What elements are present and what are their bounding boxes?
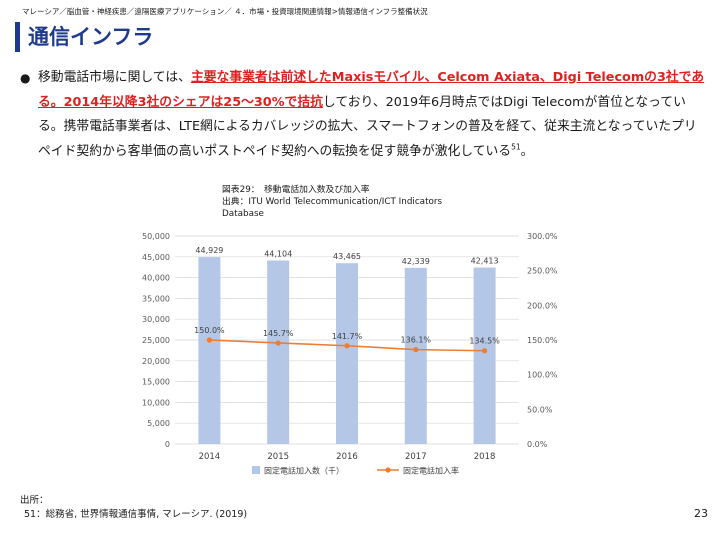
- legend-bar-swatch: [252, 466, 260, 474]
- rate-data-label: 134.5%: [469, 337, 500, 346]
- page-number: 23: [694, 507, 708, 520]
- paragraph-text-2: しており、2019年6月時点ではDigi Telecomが首位となっている。携帯…: [38, 94, 697, 159]
- x-axis-tick-label: 2016: [336, 452, 358, 462]
- bar: [404, 267, 427, 444]
- source-label: 出所：: [20, 495, 49, 506]
- rate-data-label: 141.7%: [332, 332, 363, 341]
- body-paragraph: 移動電話市場に関しては、主要な事業者は前述したMaxisモバイル、Celcom …: [38, 66, 706, 164]
- rate-data-label: 136.1%: [401, 336, 432, 345]
- left-axis-tick-label: 45,000: [142, 253, 170, 262]
- left-axis-tick-label: 5,000: [147, 419, 170, 428]
- figure-source-line1: 出典：ITU World Telecommunication/ICT Indic…: [222, 197, 443, 207]
- figure-title: 図表29： 移動電話加入数及び加入率: [222, 185, 370, 195]
- body-paragraph-block: ● 移動電話市場に関しては、主要な事業者は前述したMaxisモバイル、Celco…: [20, 66, 706, 164]
- bar-data-label: 43,465: [333, 252, 361, 261]
- bullet-icon: ●: [20, 71, 31, 85]
- left-axis-tick-label: 20,000: [142, 357, 170, 366]
- left-axis-tick-label: 35,000: [142, 294, 170, 303]
- footnote-ref: 51: [511, 142, 521, 152]
- left-axis-tick-label: 30,000: [142, 315, 170, 324]
- paragraph-highlight: 主要な事業者は前述したMaxisモバイル、Celcom Axiata、Digi …: [38, 70, 705, 110]
- title-accent-bar: [15, 22, 20, 52]
- legend-line-label: 固定電話加入率: [403, 466, 459, 476]
- right-axis-tick-label: 250.0%: [527, 267, 558, 276]
- paragraph-text-3: 。: [520, 143, 534, 159]
- page-title: 通信インフラ: [28, 25, 154, 49]
- rate-data-label: 150.0%: [194, 326, 225, 335]
- right-axis-tick-label: 50.0%: [527, 405, 553, 414]
- x-axis-tick-label: 2014: [199, 452, 221, 462]
- left-axis-tick-label: 0: [165, 440, 170, 449]
- right-axis-tick-label: 150.0%: [527, 336, 558, 345]
- rate-point: [206, 337, 212, 343]
- rate-data-label: 145.7%: [263, 329, 294, 338]
- figure-caption: 図表29： 移動電話加入数及び加入率 出典：ITU World Telecomm…: [222, 184, 512, 220]
- x-axis-tick-label: 2018: [474, 452, 496, 462]
- bar: [198, 257, 221, 444]
- x-axis-tick-label: 2015: [267, 452, 289, 462]
- right-axis-tick-label: 200.0%: [527, 301, 558, 310]
- subscription-chart: 0 5,000 10,000 15,000 20,000 25,000 30,000 35,0…: [127, 222, 577, 487]
- legend-bar-label: 固定電話加入数（千）: [264, 466, 344, 476]
- bar: [267, 260, 290, 444]
- legend-line-marker: [385, 467, 391, 473]
- bar-data-label: 42,413: [471, 257, 499, 266]
- left-axis-tick-label: 50,000: [142, 232, 170, 241]
- rate-point: [275, 340, 281, 346]
- bar-data-label: 44,104: [264, 250, 292, 259]
- right-axis-tick-label: 100.0%: [527, 371, 558, 380]
- rate-point: [344, 343, 350, 349]
- left-axis-tick-label: 25,000: [142, 336, 170, 345]
- breadcrumb: マレーシア／脳血管・神経疾患／遠隔医療アプリケーション／ ４．市場・投資環境関連…: [22, 7, 428, 16]
- figure-source-line2: Database: [222, 209, 264, 219]
- paragraph-text-1: 移動電話市場に関しては、: [38, 70, 191, 85]
- bar: [473, 267, 496, 444]
- right-axis-tick-label: 300.0%: [527, 232, 558, 241]
- chart-svg: 0 5,000 10,000 15,000 20,000 25,000 30,000 35,0…: [142, 232, 558, 476]
- rate-point: [413, 347, 419, 353]
- x-axis-tick-label: 2017: [405, 452, 427, 462]
- left-axis-tick-label: 40,000: [142, 274, 170, 283]
- left-axis-tick-label: 10,000: [142, 398, 170, 407]
- bar: [336, 263, 358, 444]
- bar-data-label: 42,339: [402, 257, 430, 266]
- left-axis-tick-label: 15,000: [142, 378, 170, 387]
- rate-point: [482, 348, 488, 354]
- bar-data-label: 44,929: [195, 246, 223, 255]
- right-axis-tick-label: 0.0%: [527, 440, 548, 449]
- footnote-text: 51：総務省, 世界情報通信事情, マレーシア. (2019): [24, 509, 248, 520]
